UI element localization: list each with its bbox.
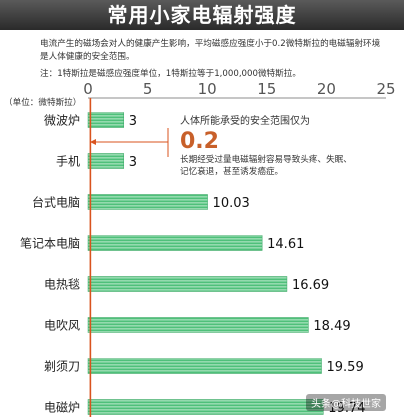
x-tick-label: 20 xyxy=(317,80,336,98)
bar-value-label: 10.03 xyxy=(213,196,250,211)
x-tick-label: 25 xyxy=(376,80,395,98)
annotation-line1: 人体所能承受的安全范围仅为 xyxy=(180,114,310,127)
bar xyxy=(87,276,288,292)
bar xyxy=(87,358,322,374)
category-label: 笔记本电脑 xyxy=(20,236,80,251)
bar-value-label: 14.61 xyxy=(267,237,304,252)
category-label: 手机 xyxy=(56,155,80,169)
intro-text: 电流产生的磁场会对人的健康产生影响，平均磁感应强度小于0.2微特斯拉的电磁辐射环… xyxy=(40,39,381,62)
annotation-line2: 长期经受过量电磁辐射容易导致头疼、失眠、 xyxy=(180,153,352,165)
bar xyxy=(87,112,125,128)
bar-value-label: 18.49 xyxy=(313,319,350,334)
bar-value-label: 19.74 xyxy=(328,401,365,416)
bar-value-label: 16.69 xyxy=(292,278,329,293)
bar xyxy=(87,317,309,333)
bar-value-label: 3 xyxy=(129,114,137,129)
bar xyxy=(87,194,208,210)
category-label: 电吹风 xyxy=(44,319,80,333)
x-tick-label: 15 xyxy=(257,80,276,98)
watermark: 头条@科技世家 xyxy=(306,394,386,411)
safe-range-annotation: 人体所能承受的安全范围仅为 0.2 长期经受过量电磁辐射容易导致头疼、失眠、 记… xyxy=(90,114,352,177)
category-label: 台式电脑 xyxy=(32,195,80,210)
bar xyxy=(87,399,324,415)
category-label: 电热毯 xyxy=(44,278,80,292)
x-tick-label: 0 xyxy=(83,80,93,98)
bar xyxy=(87,235,263,251)
category-label: 剃须刀 xyxy=(44,360,80,374)
unit-label: （单位：微特斯拉） xyxy=(4,96,81,108)
annotation-line3: 记忆衰退，甚至诱发癌症。 xyxy=(180,165,283,177)
category-label: 电磁炉 xyxy=(44,400,80,415)
annotation-value: 0.2 xyxy=(180,129,219,154)
unit-note: 注：1特斯拉是磁感应强度单位，1特斯拉等于1,000,000微特斯拉。 xyxy=(40,69,301,79)
bar xyxy=(87,153,125,169)
bar-value-label: 3 xyxy=(129,155,137,170)
x-tick-label: 10 xyxy=(198,80,217,98)
x-tick-label: 5 xyxy=(143,80,153,98)
chart-title: 常用小家电辐射强度 xyxy=(0,0,404,30)
bar-value-label: 19.59 xyxy=(327,360,364,375)
category-label: 微波炉 xyxy=(44,114,80,128)
annotation-arrow-head xyxy=(90,139,96,145)
